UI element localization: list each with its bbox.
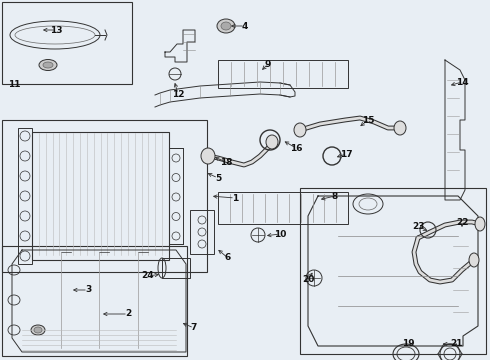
Text: 5: 5 — [215, 174, 221, 183]
Text: 14: 14 — [456, 77, 468, 86]
Text: 19: 19 — [402, 339, 415, 348]
Bar — [218, 192, 348, 224]
Ellipse shape — [217, 19, 235, 33]
Text: 2: 2 — [125, 310, 131, 319]
Bar — [2, 2, 132, 84]
Text: 15: 15 — [362, 116, 374, 125]
Bar — [190, 210, 214, 254]
Ellipse shape — [34, 327, 42, 333]
Text: 20: 20 — [302, 275, 314, 284]
Bar — [18, 128, 32, 264]
Text: 23: 23 — [412, 221, 424, 230]
Text: 9: 9 — [265, 59, 271, 68]
Ellipse shape — [394, 121, 406, 135]
Ellipse shape — [31, 325, 45, 335]
Ellipse shape — [221, 22, 231, 30]
Text: 22: 22 — [456, 217, 468, 226]
Bar — [162, 258, 190, 278]
Text: 17: 17 — [340, 149, 352, 158]
Text: 6: 6 — [225, 253, 231, 262]
Text: 11: 11 — [8, 80, 20, 89]
Bar — [218, 60, 348, 88]
Ellipse shape — [469, 253, 479, 267]
Text: 12: 12 — [172, 90, 184, 99]
Ellipse shape — [39, 59, 57, 71]
Bar — [169, 148, 183, 244]
Bar — [300, 188, 486, 354]
Ellipse shape — [294, 123, 306, 137]
Text: 10: 10 — [274, 230, 286, 239]
Text: 7: 7 — [191, 324, 197, 333]
Text: 13: 13 — [50, 26, 62, 35]
Ellipse shape — [43, 62, 53, 68]
Ellipse shape — [201, 148, 215, 164]
Bar — [2, 246, 187, 356]
Text: 24: 24 — [142, 271, 154, 280]
Text: 18: 18 — [220, 158, 232, 166]
Bar — [32, 132, 169, 260]
Text: 21: 21 — [450, 339, 462, 348]
Text: 3: 3 — [85, 285, 91, 294]
Text: 4: 4 — [242, 22, 248, 31]
Text: 8: 8 — [332, 192, 338, 201]
Text: 16: 16 — [290, 144, 302, 153]
Ellipse shape — [475, 217, 485, 231]
Bar — [2, 120, 207, 272]
Text: 1: 1 — [232, 194, 238, 202]
Ellipse shape — [266, 135, 278, 149]
